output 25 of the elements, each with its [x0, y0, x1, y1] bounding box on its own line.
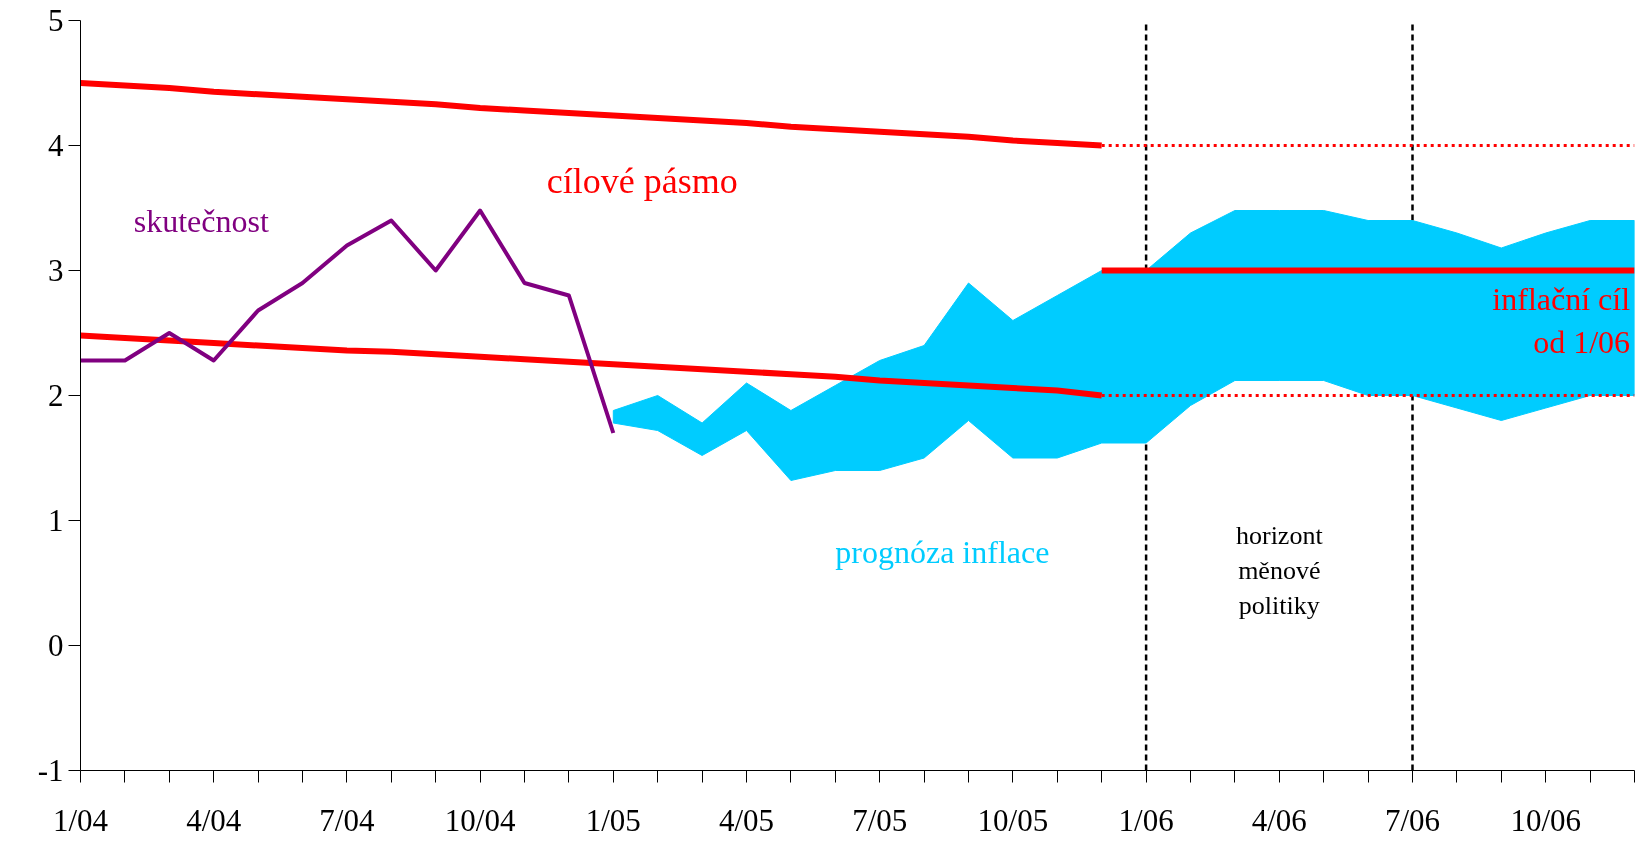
- line-series: [80, 208, 616, 435]
- x-tick-label: 4/04: [186, 802, 242, 838]
- series-label: skutečnost: [133, 202, 269, 239]
- y-tick-label: 5: [48, 3, 64, 38]
- x-tick-label: 1/06: [1118, 802, 1174, 838]
- y-tick-label: 0: [48, 628, 64, 663]
- y-tick-label: 1: [48, 503, 64, 538]
- x-tick-label: 10/05: [977, 802, 1049, 838]
- x-tick-label: 7/05: [852, 802, 908, 838]
- y-tick-label: 3: [48, 253, 64, 288]
- x-tick-label: 4/06: [1251, 802, 1307, 838]
- y-tick-label: 2: [48, 378, 64, 413]
- series-label: cílové pásmo: [546, 160, 738, 201]
- x-tick-label: 7/04: [319, 802, 375, 838]
- annotation: horizont měnové politiky: [1235, 521, 1324, 620]
- x-tick-label: 7/06: [1384, 802, 1441, 838]
- x-tick-label: 10/06: [1510, 802, 1582, 838]
- y-tick-label: 4: [48, 128, 64, 163]
- x-tick-label: 1/05: [585, 802, 641, 838]
- series-label: inflační cíl od 1/06: [1492, 280, 1631, 361]
- y-tick-label: -1: [37, 753, 64, 788]
- x-tick-label: 4/05: [718, 802, 775, 838]
- x-tick-label: 10/04: [444, 802, 516, 838]
- x-tick-label: 1/04: [52, 802, 109, 838]
- legend-label: prognóza inflace: [835, 533, 1050, 570]
